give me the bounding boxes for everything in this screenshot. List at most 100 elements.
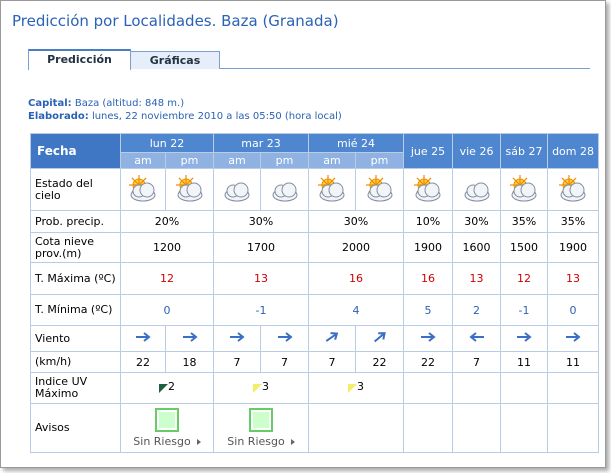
sky-icon xyxy=(414,175,441,202)
value-cell: 16 xyxy=(403,262,454,295)
warning: Sin Riesgo xyxy=(122,408,213,448)
period-header: am xyxy=(308,152,357,169)
row-label: Prob. precip. xyxy=(30,210,121,233)
uv-cell xyxy=(500,372,549,404)
value-cell: 30% xyxy=(308,210,405,233)
table-row: T. Máxima (ºC) 12 13 16 16 13 12 13 xyxy=(30,262,600,295)
sky-cell xyxy=(213,168,261,211)
row-label: Estado del cielo xyxy=(30,168,121,211)
tab[interactable]: Predicción xyxy=(28,49,131,70)
value-cell: 5 xyxy=(403,294,454,326)
uv-cell xyxy=(547,372,600,404)
wind-cell xyxy=(547,325,600,352)
sky-icon xyxy=(318,175,345,202)
warning-cell xyxy=(547,403,600,453)
warning-box xyxy=(155,408,179,432)
wind-arrow xyxy=(468,332,484,342)
row-label-text: T. Máxima (ºC) xyxy=(35,271,116,285)
row-label: T. Máxima (ºC) xyxy=(30,262,121,295)
value-cell: 13 xyxy=(547,262,600,295)
day-header: mar 23 xyxy=(212,133,310,153)
row-label-text: Avisos xyxy=(35,421,70,434)
sky-icon xyxy=(510,175,537,202)
value-cell: 1900 xyxy=(403,232,454,263)
wind-arrow xyxy=(325,332,339,342)
sky-cell xyxy=(403,168,454,211)
sky-icon xyxy=(559,175,586,202)
period-header: am xyxy=(213,152,261,169)
day-header: mié 24 xyxy=(308,133,405,153)
sky-icon xyxy=(464,182,490,202)
wind-cell xyxy=(403,325,454,352)
day-header: sáb 27 xyxy=(500,133,549,169)
label: Elaborado: xyxy=(28,111,89,122)
value-cell: 1700 xyxy=(212,232,310,263)
uv-value: 3 xyxy=(357,380,365,393)
table-row: Estado del cielo xyxy=(30,168,600,211)
value-cell: 16 xyxy=(308,262,405,295)
wind-arrow xyxy=(566,332,581,342)
uv-cell xyxy=(452,372,502,404)
row-label-text: T. Mínima (ºC) xyxy=(35,303,113,316)
table-row: Viento xyxy=(30,325,600,352)
value-cell: 22 xyxy=(403,351,454,373)
table-row: T. Mínima (ºC) 0 -1 4 5 2 -1 0 xyxy=(30,294,600,326)
row-label-text: Estado del cielo xyxy=(35,176,93,202)
value-cell: -1 xyxy=(212,294,310,326)
sky-icon xyxy=(224,182,250,202)
day-header: lun 22 xyxy=(120,133,214,153)
page-title: Predicción por Localidades. Baza (Granad… xyxy=(12,12,339,30)
table-row: Cota nieve prov.(m) 1200 1700 2000 1900 1600 1… xyxy=(30,232,600,263)
tab[interactable]: Gráficas xyxy=(130,51,220,69)
wind-cell xyxy=(355,325,405,352)
value-cell: 1200 xyxy=(120,232,214,263)
value-cell: 1500 xyxy=(500,232,549,263)
wind-arrow xyxy=(421,332,436,342)
sky-cell xyxy=(165,168,214,211)
table-row: Avisos Sin Riesgo Sin Riesgo xyxy=(30,403,600,453)
row-label: Avisos xyxy=(30,403,121,453)
uv-value: 2 xyxy=(168,380,175,393)
forecast-table: Fecha lun 22 mar 23 mié 24 jue 25 vie 26 sáb 2… xyxy=(30,133,600,453)
sky-cell xyxy=(452,168,502,211)
row-label: Indice UV Máximo xyxy=(30,372,121,404)
period-header: pm xyxy=(355,152,405,169)
warning-cell xyxy=(403,403,454,453)
table-row: Prob. precip. 20% 30% 30% 10% 30% 35% 35% xyxy=(30,210,600,233)
wind-cell xyxy=(213,325,261,352)
wind-arrow xyxy=(230,332,245,342)
value: Baza (altitud: 848 m.) xyxy=(74,98,185,109)
tab-bar: Predicción Gráficas xyxy=(28,49,590,70)
uv: 2 xyxy=(159,380,175,393)
row-label-text: Cota nieve prov.(m) xyxy=(35,234,95,260)
warning-cell: Sin Riesgo xyxy=(120,403,214,453)
table-row: Indice UV Máximo 2 3 3 xyxy=(30,372,600,404)
period-header: pm xyxy=(259,152,310,169)
value-cell: 0 xyxy=(120,294,214,326)
uv: 3 xyxy=(348,380,364,393)
warning-box xyxy=(249,408,273,432)
sky-icon xyxy=(365,175,393,202)
row-label-text: Viento xyxy=(35,331,71,345)
label: Capital: xyxy=(28,98,72,109)
uv: 3 xyxy=(253,380,269,393)
header-row: Fecha lun 22 mar 23 mié 24 jue 25 vie 26 sáb 2… xyxy=(30,133,600,169)
value-cell: 1900 xyxy=(547,232,600,263)
uv-cell: 2 xyxy=(120,372,214,404)
wind-arrow xyxy=(182,332,198,342)
wind-cell xyxy=(308,325,357,352)
value-cell: -1 xyxy=(500,294,549,326)
info: Capital: Baza (altitud: 848 m.) Elaborad… xyxy=(28,97,342,123)
row-label-text: Prob. precip. xyxy=(35,214,105,228)
info-line: Elaborado: lunes, 22 noviembre 2010 a la… xyxy=(28,110,342,123)
sky-cell xyxy=(259,168,310,211)
warning-cell xyxy=(500,403,549,453)
wind-arrow xyxy=(277,332,293,342)
uv-icon xyxy=(253,384,262,393)
sky-icon xyxy=(175,175,202,202)
header-cell: Fecha xyxy=(30,133,121,169)
value-cell: 12 xyxy=(500,262,549,295)
warning-label: Sin Riesgo xyxy=(133,435,200,448)
value-cell: 4 xyxy=(308,294,405,326)
